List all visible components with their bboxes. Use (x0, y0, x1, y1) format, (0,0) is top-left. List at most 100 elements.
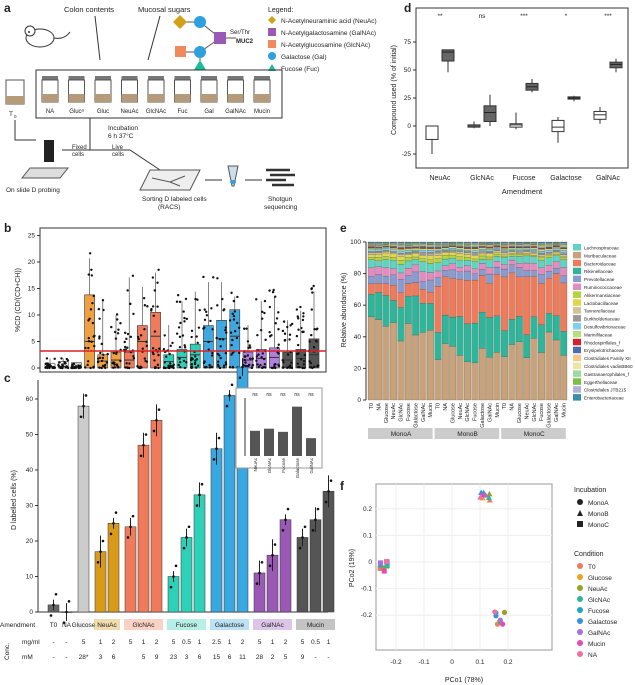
stack-segment (375, 260, 383, 267)
data-point (143, 328, 146, 331)
bar (309, 519, 322, 613)
live-cells-label: Live (112, 145, 124, 151)
data-point (224, 361, 228, 364)
stack-segment (552, 261, 560, 269)
inset-ns: ns (252, 392, 258, 398)
data-point (65, 610, 68, 614)
data-point (246, 340, 250, 343)
mm-cell: - (52, 654, 54, 661)
data-point (177, 363, 180, 367)
stack-segment (441, 258, 449, 266)
x-tick-label: T0 (436, 403, 442, 409)
stack-segment (486, 259, 494, 268)
stack-segment (390, 251, 397, 253)
data-point (139, 454, 143, 458)
stack-segment (560, 252, 568, 255)
data-point (263, 299, 267, 303)
legend-swatch (573, 386, 581, 393)
inset-ns: ns (266, 392, 272, 398)
data-point (224, 363, 228, 366)
stack-segment (545, 241, 553, 243)
live-cells-label2: cells (112, 152, 124, 158)
group-band (167, 619, 206, 630)
y-tick-label: -0.2 (361, 612, 373, 619)
panel-d-ylabel: Compound used (% of initial) (391, 45, 398, 135)
stack-segment (412, 256, 420, 260)
panel-d-y-axis: -25 0 25 50 75 (402, 39, 416, 158)
data-point (79, 366, 82, 369)
data-point (263, 362, 267, 366)
legend-swatch (573, 259, 581, 267)
panel-b-ylabel: %CD (CD/(CD+CH)) (15, 268, 22, 332)
group-box (368, 428, 433, 439)
stack-segment (545, 245, 553, 248)
stack-segment (471, 252, 479, 255)
data-point (205, 314, 209, 317)
data-point (219, 356, 222, 360)
data-point (115, 313, 119, 316)
stack-segment (441, 250, 449, 252)
data-point (100, 342, 103, 346)
stack-segment (515, 247, 523, 250)
data-point (200, 482, 204, 486)
stack-segment (523, 244, 531, 246)
legend-neuac: N-Acetylneuraminic acid (NeuAc) (281, 18, 377, 25)
stack-segment (545, 255, 553, 258)
panel-f-points (377, 489, 508, 627)
data-point (153, 330, 157, 333)
data-point (182, 546, 186, 550)
bottle-cap (148, 76, 164, 80)
mm-cell: - (314, 654, 316, 661)
stack-segment (434, 251, 442, 254)
x-tick-label: Galactose (413, 403, 419, 428)
stack-segment (404, 244, 412, 246)
data-point (126, 536, 130, 539)
data-point (190, 335, 193, 339)
data-point (263, 311, 266, 315)
stack-segment (375, 319, 383, 401)
stack-segment (545, 247, 553, 249)
data-point (153, 289, 156, 292)
data-point (224, 351, 228, 355)
stack-segment (508, 246, 516, 248)
data-point (145, 340, 148, 344)
data-point (53, 357, 56, 360)
stack-segment (523, 250, 531, 252)
mgml-cell: 1 (271, 639, 275, 646)
data-point (296, 362, 300, 365)
point-monoc (500, 621, 506, 627)
data-point (157, 268, 160, 271)
stack-segment (464, 246, 471, 248)
x-tick-label: Fucose (473, 403, 479, 421)
stack-segment (515, 316, 523, 342)
y-tick-label: 0 (31, 365, 35, 372)
x-tick-label: Mucin (561, 403, 567, 418)
data-point (184, 297, 188, 301)
stack-segment (412, 264, 420, 273)
legend-label: Enterobacteriaceae (584, 396, 624, 401)
stack-segment (434, 249, 442, 252)
stack-segment (456, 247, 464, 250)
legend-shape (577, 510, 583, 516)
data-point (272, 288, 275, 292)
x-tick-label: NA (510, 403, 516, 411)
y-tick-label: 0 (368, 559, 372, 566)
data-point (196, 298, 199, 301)
data-point (106, 352, 109, 356)
stack-segment (538, 247, 545, 249)
stack-segment (464, 257, 471, 261)
data-point (139, 334, 143, 337)
y-tick-label: 10 (28, 312, 36, 319)
stack-segment (515, 256, 523, 264)
data-point (178, 345, 182, 349)
incubation-legend-title: Incubation (574, 487, 606, 494)
data-point (222, 364, 226, 367)
data-point (203, 365, 207, 369)
mgml-cell: 1 (142, 639, 146, 646)
stack-segment (508, 254, 516, 257)
stack-segment (404, 268, 412, 276)
data-point (277, 328, 280, 331)
stack-segment (478, 348, 486, 401)
bottle-cap (121, 76, 138, 80)
stack-segment (486, 357, 494, 401)
